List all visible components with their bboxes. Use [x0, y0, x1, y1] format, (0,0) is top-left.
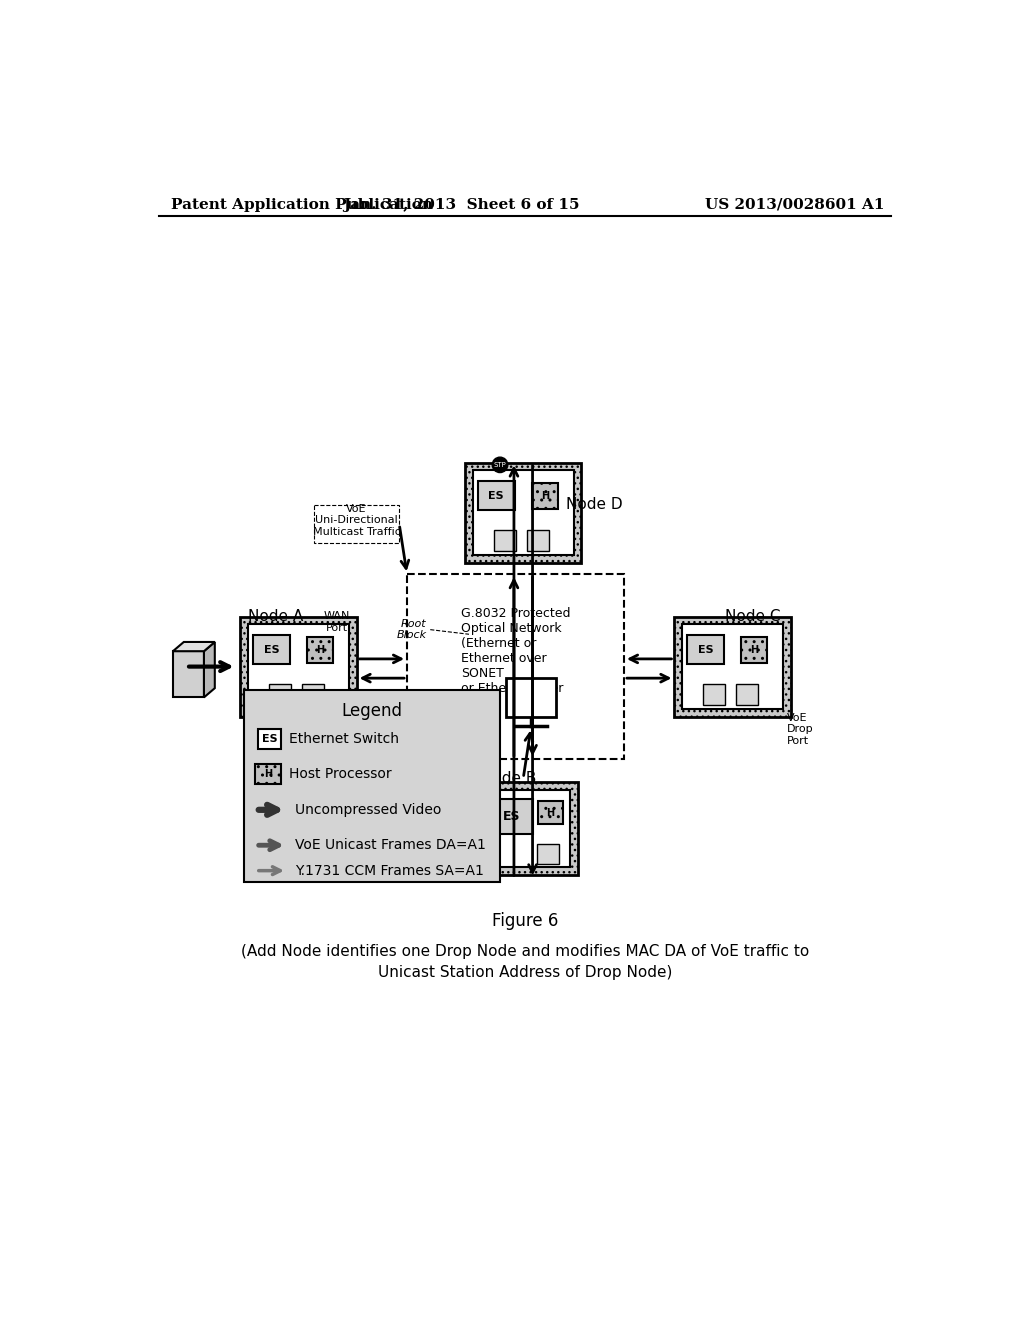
Text: H: H [547, 808, 554, 818]
Text: VoE
Drop
Port: VoE Drop Port [786, 713, 813, 746]
Polygon shape [173, 651, 204, 697]
FancyBboxPatch shape [538, 843, 559, 863]
Text: Node C: Node C [725, 609, 780, 624]
FancyBboxPatch shape [269, 684, 291, 705]
Text: Node D: Node D [566, 498, 623, 512]
Circle shape [493, 457, 508, 473]
Text: Root
Block: Root Block [396, 619, 426, 640]
Text: ES: ES [263, 644, 280, 655]
Polygon shape [204, 642, 215, 697]
FancyBboxPatch shape [477, 789, 569, 867]
Text: H: H [316, 644, 325, 655]
FancyBboxPatch shape [465, 462, 582, 562]
Polygon shape [173, 642, 215, 651]
Text: Jan. 31, 2013  Sheet 6 of 15: Jan. 31, 2013 Sheet 6 of 15 [343, 198, 580, 211]
FancyBboxPatch shape [258, 729, 282, 748]
FancyBboxPatch shape [245, 689, 500, 882]
FancyBboxPatch shape [741, 636, 767, 663]
FancyBboxPatch shape [253, 635, 290, 664]
Text: H: H [751, 644, 758, 655]
FancyBboxPatch shape [736, 684, 758, 705]
Text: H: H [264, 770, 272, 779]
FancyBboxPatch shape [675, 616, 791, 717]
Text: Patent Application Publication: Patent Application Publication [171, 198, 432, 211]
Text: Node A: Node A [248, 609, 303, 624]
Text: VoE
Uni-Directional
Multicast Traffic: VoE Uni-Directional Multicast Traffic [312, 504, 400, 537]
FancyBboxPatch shape [241, 616, 356, 717]
Text: Figure 6: Figure 6 [492, 912, 558, 929]
FancyBboxPatch shape [477, 480, 515, 511]
Text: STP: STP [494, 462, 507, 467]
Text: Y.1731 CCM Frames SA=A1: Y.1731 CCM Frames SA=A1 [295, 863, 483, 878]
Text: Uncompressed Video: Uncompressed Video [295, 803, 441, 817]
Bar [506, 678, 556, 717]
Text: ES: ES [503, 810, 520, 824]
Text: Host Processor: Host Processor [289, 767, 392, 781]
Text: ES: ES [697, 644, 713, 655]
FancyBboxPatch shape [307, 636, 334, 663]
Text: VoE
Add
Port: VoE Add Port [256, 747, 278, 780]
Text: US 2013/0028601 A1: US 2013/0028601 A1 [705, 198, 885, 211]
FancyBboxPatch shape [538, 801, 563, 825]
FancyBboxPatch shape [494, 529, 515, 552]
Text: G.8032 Protected
Optical Network
(Ethernet or
Ethernet over
SONET
or Ethernet ov: G.8032 Protected Optical Network (Ethern… [461, 607, 570, 710]
FancyBboxPatch shape [255, 764, 282, 784]
FancyBboxPatch shape [490, 800, 532, 834]
FancyBboxPatch shape [473, 470, 573, 554]
FancyBboxPatch shape [682, 624, 783, 709]
Text: Legend: Legend [342, 702, 402, 721]
FancyBboxPatch shape [703, 684, 725, 705]
Text: VoE Unicast Frames DA=A1: VoE Unicast Frames DA=A1 [295, 838, 485, 853]
FancyBboxPatch shape [248, 624, 349, 709]
Text: ES: ES [488, 491, 504, 500]
Text: Ethernet Switch: Ethernet Switch [289, 733, 399, 746]
FancyBboxPatch shape [687, 635, 724, 664]
Text: (Add Node identifies one Drop Node and modifies MAC DA of VoE traffic to: (Add Node identifies one Drop Node and m… [241, 944, 809, 958]
FancyBboxPatch shape [302, 684, 324, 705]
FancyBboxPatch shape [531, 483, 558, 508]
Text: ES: ES [262, 734, 278, 744]
Text: Unicast Station Address of Drop Node): Unicast Station Address of Drop Node) [378, 965, 672, 981]
FancyBboxPatch shape [407, 574, 624, 759]
FancyBboxPatch shape [527, 529, 549, 552]
Text: WAN
Port: WAN Port [324, 611, 350, 632]
Text: Node B: Node B [480, 771, 536, 785]
FancyBboxPatch shape [469, 781, 578, 874]
Text: H: H [541, 491, 549, 500]
